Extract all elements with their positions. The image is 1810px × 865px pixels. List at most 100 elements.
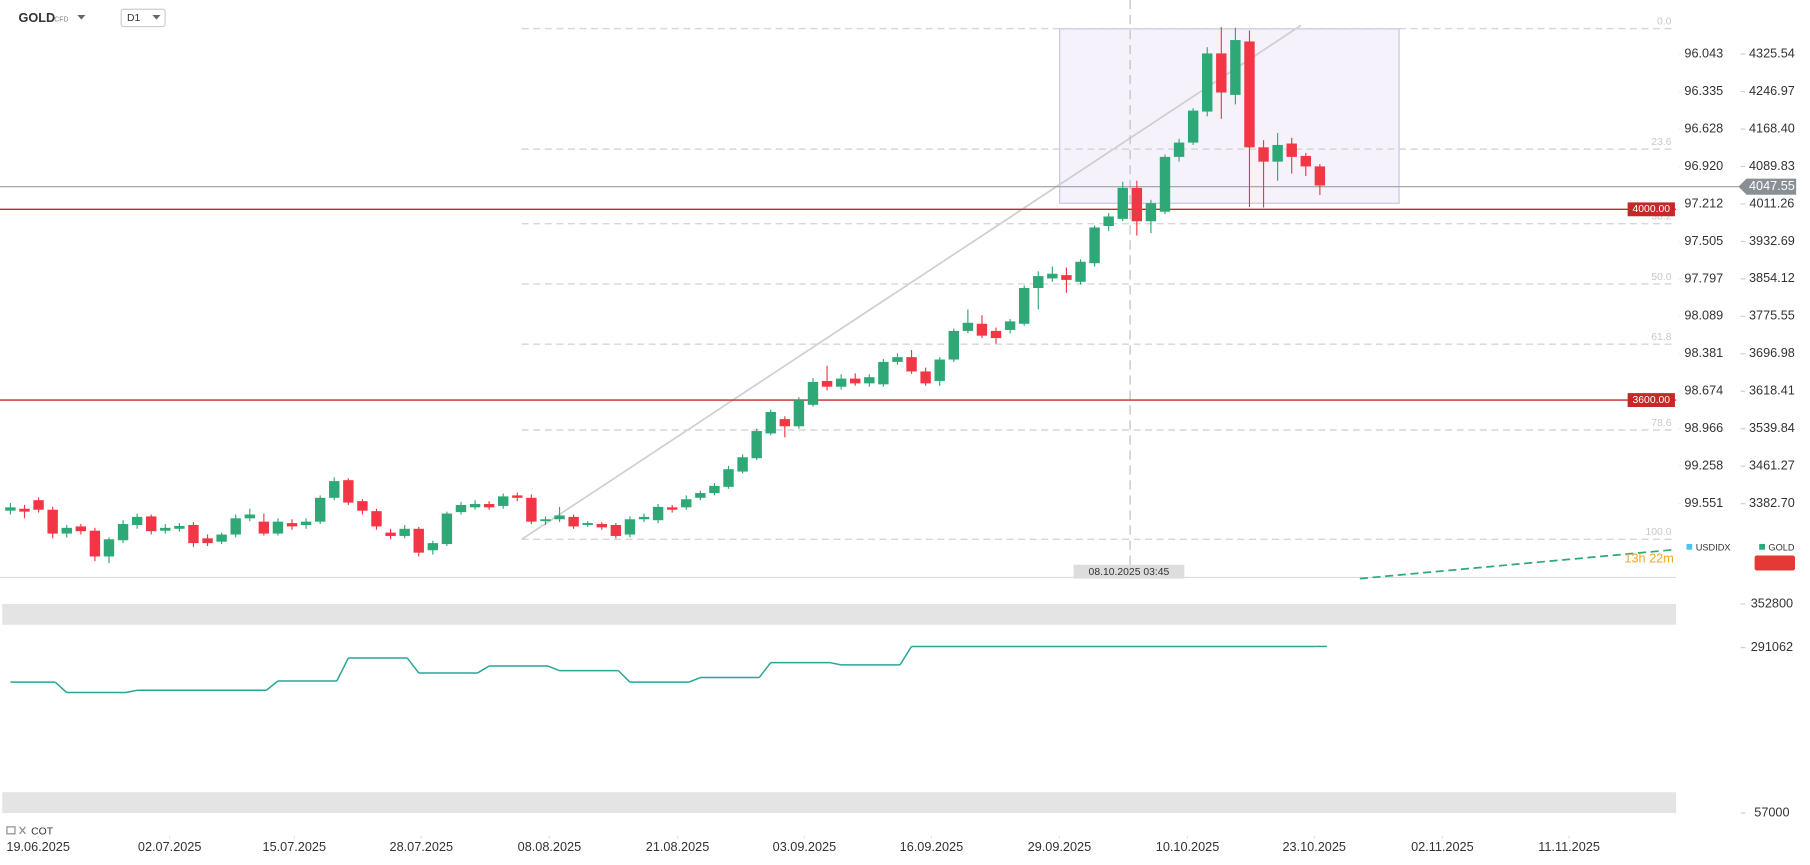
range-box <box>1059 28 1400 204</box>
candle-body <box>1244 41 1255 148</box>
y-tick-label: 3539.84 <box>1749 421 1795 435</box>
usdidx-line <box>1359 548 1674 580</box>
candle-body <box>1202 53 1213 112</box>
x-tick-label: 02.11.2025 <box>1411 840 1474 854</box>
candle-body <box>1216 53 1227 93</box>
candle-body <box>103 539 115 557</box>
y2-tick-label: 96.920 <box>1684 159 1723 173</box>
candle-body <box>709 485 720 494</box>
candle-body <box>357 501 368 511</box>
candle-body <box>1286 143 1297 157</box>
y-tick-label: 291062 <box>1751 640 1793 654</box>
candle-body <box>286 523 298 527</box>
price-line-label: 4000.00 <box>1633 204 1671 215</box>
candle-body <box>624 519 636 535</box>
candle-body <box>779 419 791 427</box>
candle-body <box>962 322 974 331</box>
candle-body <box>821 380 833 387</box>
x-tick-label: 10.10.2025 <box>1156 840 1219 854</box>
candle-body <box>131 516 143 525</box>
candle-body <box>61 527 72 534</box>
cot-band <box>2 603 1677 625</box>
candle-body <box>652 506 664 521</box>
candle-body <box>835 378 847 387</box>
candle-body <box>540 519 551 522</box>
candle-body <box>1047 273 1058 279</box>
fib-label: 61.8 <box>1651 332 1671 343</box>
candle-body <box>33 500 44 510</box>
candle-body <box>1075 261 1086 282</box>
candle-body <box>596 524 607 528</box>
x-tick-label: 23.10.2025 <box>1282 840 1345 854</box>
symbol[interactable]: GOLD <box>18 11 55 25</box>
cot-band <box>2 792 1677 814</box>
timeframe-dropdown[interactable] <box>152 15 161 20</box>
cot-close[interactable] <box>19 826 26 835</box>
candle-body <box>399 528 410 536</box>
cot-icon[interactable] <box>6 826 16 835</box>
cot-step-riser <box>406 657 420 674</box>
legend-label: USDIDX <box>1696 542 1731 552</box>
x-tick-label: 19.06.2025 <box>6 840 69 854</box>
y2-tick-label: 96.628 <box>1684 122 1723 136</box>
candle-body <box>850 378 861 384</box>
y-tick-label: 57000 <box>1754 805 1789 819</box>
candle-body <box>469 504 481 508</box>
candle-body <box>1018 288 1030 324</box>
candle-body <box>272 521 284 534</box>
trend-line <box>521 24 1302 541</box>
candle-body <box>117 524 129 541</box>
candle-body <box>526 497 537 522</box>
candle-body <box>1089 227 1100 264</box>
x-tick-label: 21.08.2025 <box>646 840 709 854</box>
candle-body <box>723 469 734 487</box>
candle-body <box>751 431 762 459</box>
candle-body <box>230 518 241 535</box>
cot-step-riser <box>899 646 913 666</box>
timeframe[interactable]: D1 <box>127 13 140 24</box>
candle-body <box>1061 275 1072 280</box>
candle-body <box>5 507 16 511</box>
candle-body <box>1230 40 1241 95</box>
candle-body <box>498 496 509 506</box>
instrument-type: CFD <box>54 16 68 23</box>
cot-step-riser <box>477 665 490 674</box>
candle-body <box>864 377 875 384</box>
candle-body <box>427 543 439 551</box>
candle-body <box>329 481 340 498</box>
price-line-label-box <box>1627 393 1675 407</box>
y-tick-label: 4011.26 <box>1749 196 1794 210</box>
candle-body <box>385 532 396 536</box>
x-tick-label: 29.09.2025 <box>1028 840 1091 854</box>
current-price-label: 4047.55 <box>1749 179 1795 193</box>
cot-step-riser <box>54 681 68 694</box>
y-tick-label: 4089.83 <box>1749 159 1795 173</box>
y2-tick-label: 98.381 <box>1684 346 1723 360</box>
candle-body <box>1131 187 1143 222</box>
candle-body <box>1117 187 1128 219</box>
symbol-dropdown[interactable] <box>77 15 86 20</box>
y-tick-label: 3775.55 <box>1749 309 1795 323</box>
candle-body <box>1173 142 1185 157</box>
legend-swatch <box>1759 543 1765 550</box>
y-tick-label: 3932.69 <box>1749 234 1795 248</box>
y2-tick-label: 99.551 <box>1684 496 1723 510</box>
candle-body <box>695 493 706 498</box>
candle-body <box>314 497 326 522</box>
candle-body <box>920 371 931 384</box>
candle-body <box>554 515 565 520</box>
crosshair-label-box <box>1073 564 1185 579</box>
candle-body <box>300 521 312 525</box>
candle-body <box>892 357 903 362</box>
crosshair-label: 08.10.2025 03:45 <box>1089 567 1170 578</box>
fib-label: 50.0 <box>1651 272 1671 283</box>
y-tick-label: 3696.98 <box>1749 346 1795 360</box>
candle-body <box>216 534 227 542</box>
fib-label: 78.6 <box>1651 418 1671 429</box>
alert-button[interactable] <box>1754 555 1795 571</box>
candle-body <box>793 400 805 427</box>
timeframe-box[interactable] <box>120 8 166 28</box>
candle-body <box>1103 216 1114 227</box>
candle-body <box>934 359 945 381</box>
